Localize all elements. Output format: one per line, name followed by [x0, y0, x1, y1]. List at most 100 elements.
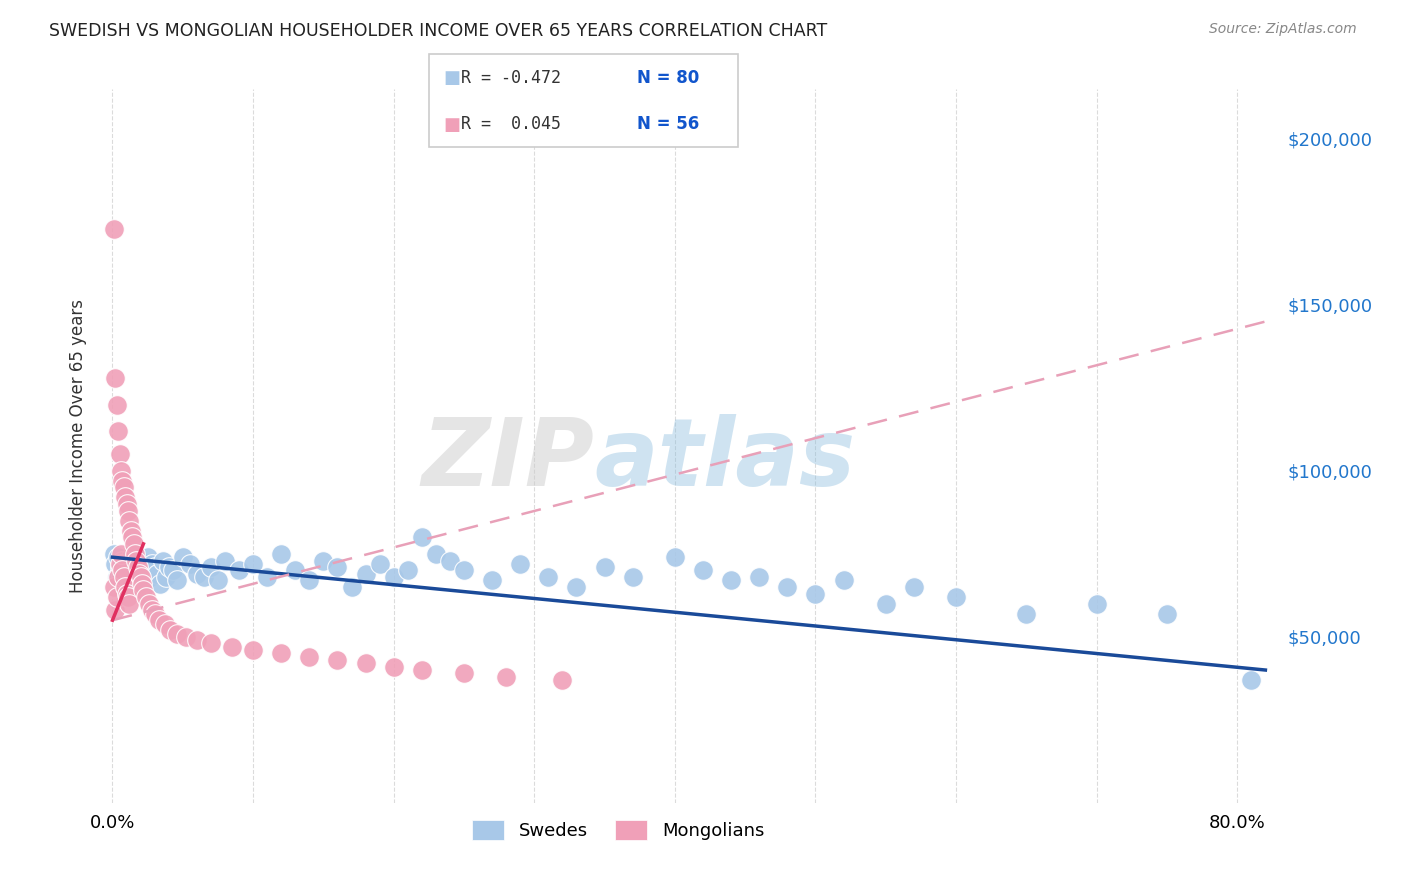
Point: [453, 564, 475, 578]
Point: [104, 557, 127, 571]
Legend: Swedes, Mongolians: Swedes, Mongolians: [464, 813, 772, 847]
Point: [537, 570, 560, 584]
Point: [149, 576, 172, 591]
Point: [439, 553, 461, 567]
Point: [131, 570, 153, 584]
Point: [103, 221, 125, 235]
Point: [270, 647, 292, 661]
Point: [242, 643, 264, 657]
Point: [186, 633, 208, 648]
Point: [111, 474, 134, 488]
Point: [114, 580, 136, 594]
Point: [152, 553, 174, 567]
Point: [110, 547, 132, 561]
Text: N = 56: N = 56: [637, 115, 699, 133]
Point: [128, 566, 150, 581]
Point: [107, 424, 129, 438]
Point: [214, 553, 236, 567]
Point: [125, 553, 148, 567]
Point: [242, 557, 264, 571]
Point: [141, 603, 163, 617]
Point: [804, 587, 827, 601]
Text: SWEDISH VS MONGOLIAN HOUSEHOLDER INCOME OVER 65 YEARS CORRELATION CHART: SWEDISH VS MONGOLIAN HOUSEHOLDER INCOME …: [49, 22, 828, 40]
Point: [117, 590, 139, 604]
Point: [340, 580, 363, 594]
Point: [115, 587, 138, 601]
Point: [120, 524, 142, 538]
Point: [104, 603, 127, 617]
Text: Source: ZipAtlas.com: Source: ZipAtlas.com: [1209, 22, 1357, 37]
Point: [179, 557, 201, 571]
Y-axis label: Householder Income Over 65 years: Householder Income Over 65 years: [69, 299, 87, 593]
Point: [495, 670, 517, 684]
Point: [135, 574, 157, 588]
Point: [411, 663, 433, 677]
Point: [664, 550, 686, 565]
Point: [207, 574, 229, 588]
Point: [118, 514, 141, 528]
Point: [200, 636, 222, 650]
Point: [312, 553, 335, 567]
Point: [200, 560, 222, 574]
Point: [875, 597, 897, 611]
Point: [129, 570, 152, 584]
Point: [172, 550, 194, 565]
Point: [166, 574, 188, 588]
Point: [127, 564, 149, 578]
Point: [411, 530, 433, 544]
Point: [138, 597, 160, 611]
Point: [453, 666, 475, 681]
Point: [115, 557, 138, 571]
Point: [136, 550, 159, 565]
Point: [157, 560, 180, 574]
Point: [112, 481, 135, 495]
Point: [103, 547, 125, 561]
Point: [112, 564, 135, 578]
Point: [105, 397, 128, 411]
Text: R =  0.045: R = 0.045: [461, 115, 561, 133]
Point: [104, 371, 127, 385]
Point: [114, 570, 136, 584]
Point: [1015, 607, 1038, 621]
Point: [228, 564, 250, 578]
Point: [139, 570, 162, 584]
Point: [129, 553, 152, 567]
Point: [832, 574, 855, 588]
Point: [107, 550, 129, 565]
Point: [162, 564, 184, 578]
Point: [132, 583, 155, 598]
Point: [105, 590, 128, 604]
Point: [122, 560, 145, 574]
Text: atlas: atlas: [595, 414, 856, 507]
Point: [166, 626, 188, 640]
Text: ■: ■: [443, 116, 460, 134]
Point: [110, 566, 132, 581]
Point: [221, 640, 243, 654]
Point: [124, 570, 146, 584]
Point: [117, 564, 139, 578]
Point: [382, 570, 405, 584]
Point: [326, 560, 349, 574]
Point: [1156, 607, 1178, 621]
Point: [155, 570, 177, 584]
Point: [107, 570, 129, 584]
Point: [134, 566, 156, 581]
Point: [108, 447, 131, 461]
Point: [108, 560, 131, 574]
Point: [105, 570, 128, 584]
Point: [903, 580, 925, 594]
Point: [284, 564, 307, 578]
Point: [118, 574, 141, 588]
Point: [720, 574, 742, 588]
Point: [148, 613, 170, 627]
Text: R = -0.472: R = -0.472: [461, 69, 561, 87]
Point: [692, 564, 714, 578]
Point: [135, 590, 157, 604]
Point: [121, 566, 143, 581]
Point: [326, 653, 349, 667]
Point: [368, 557, 391, 571]
Point: [1240, 673, 1263, 687]
Point: [128, 576, 150, 591]
Point: [1085, 597, 1108, 611]
Point: [509, 557, 531, 571]
